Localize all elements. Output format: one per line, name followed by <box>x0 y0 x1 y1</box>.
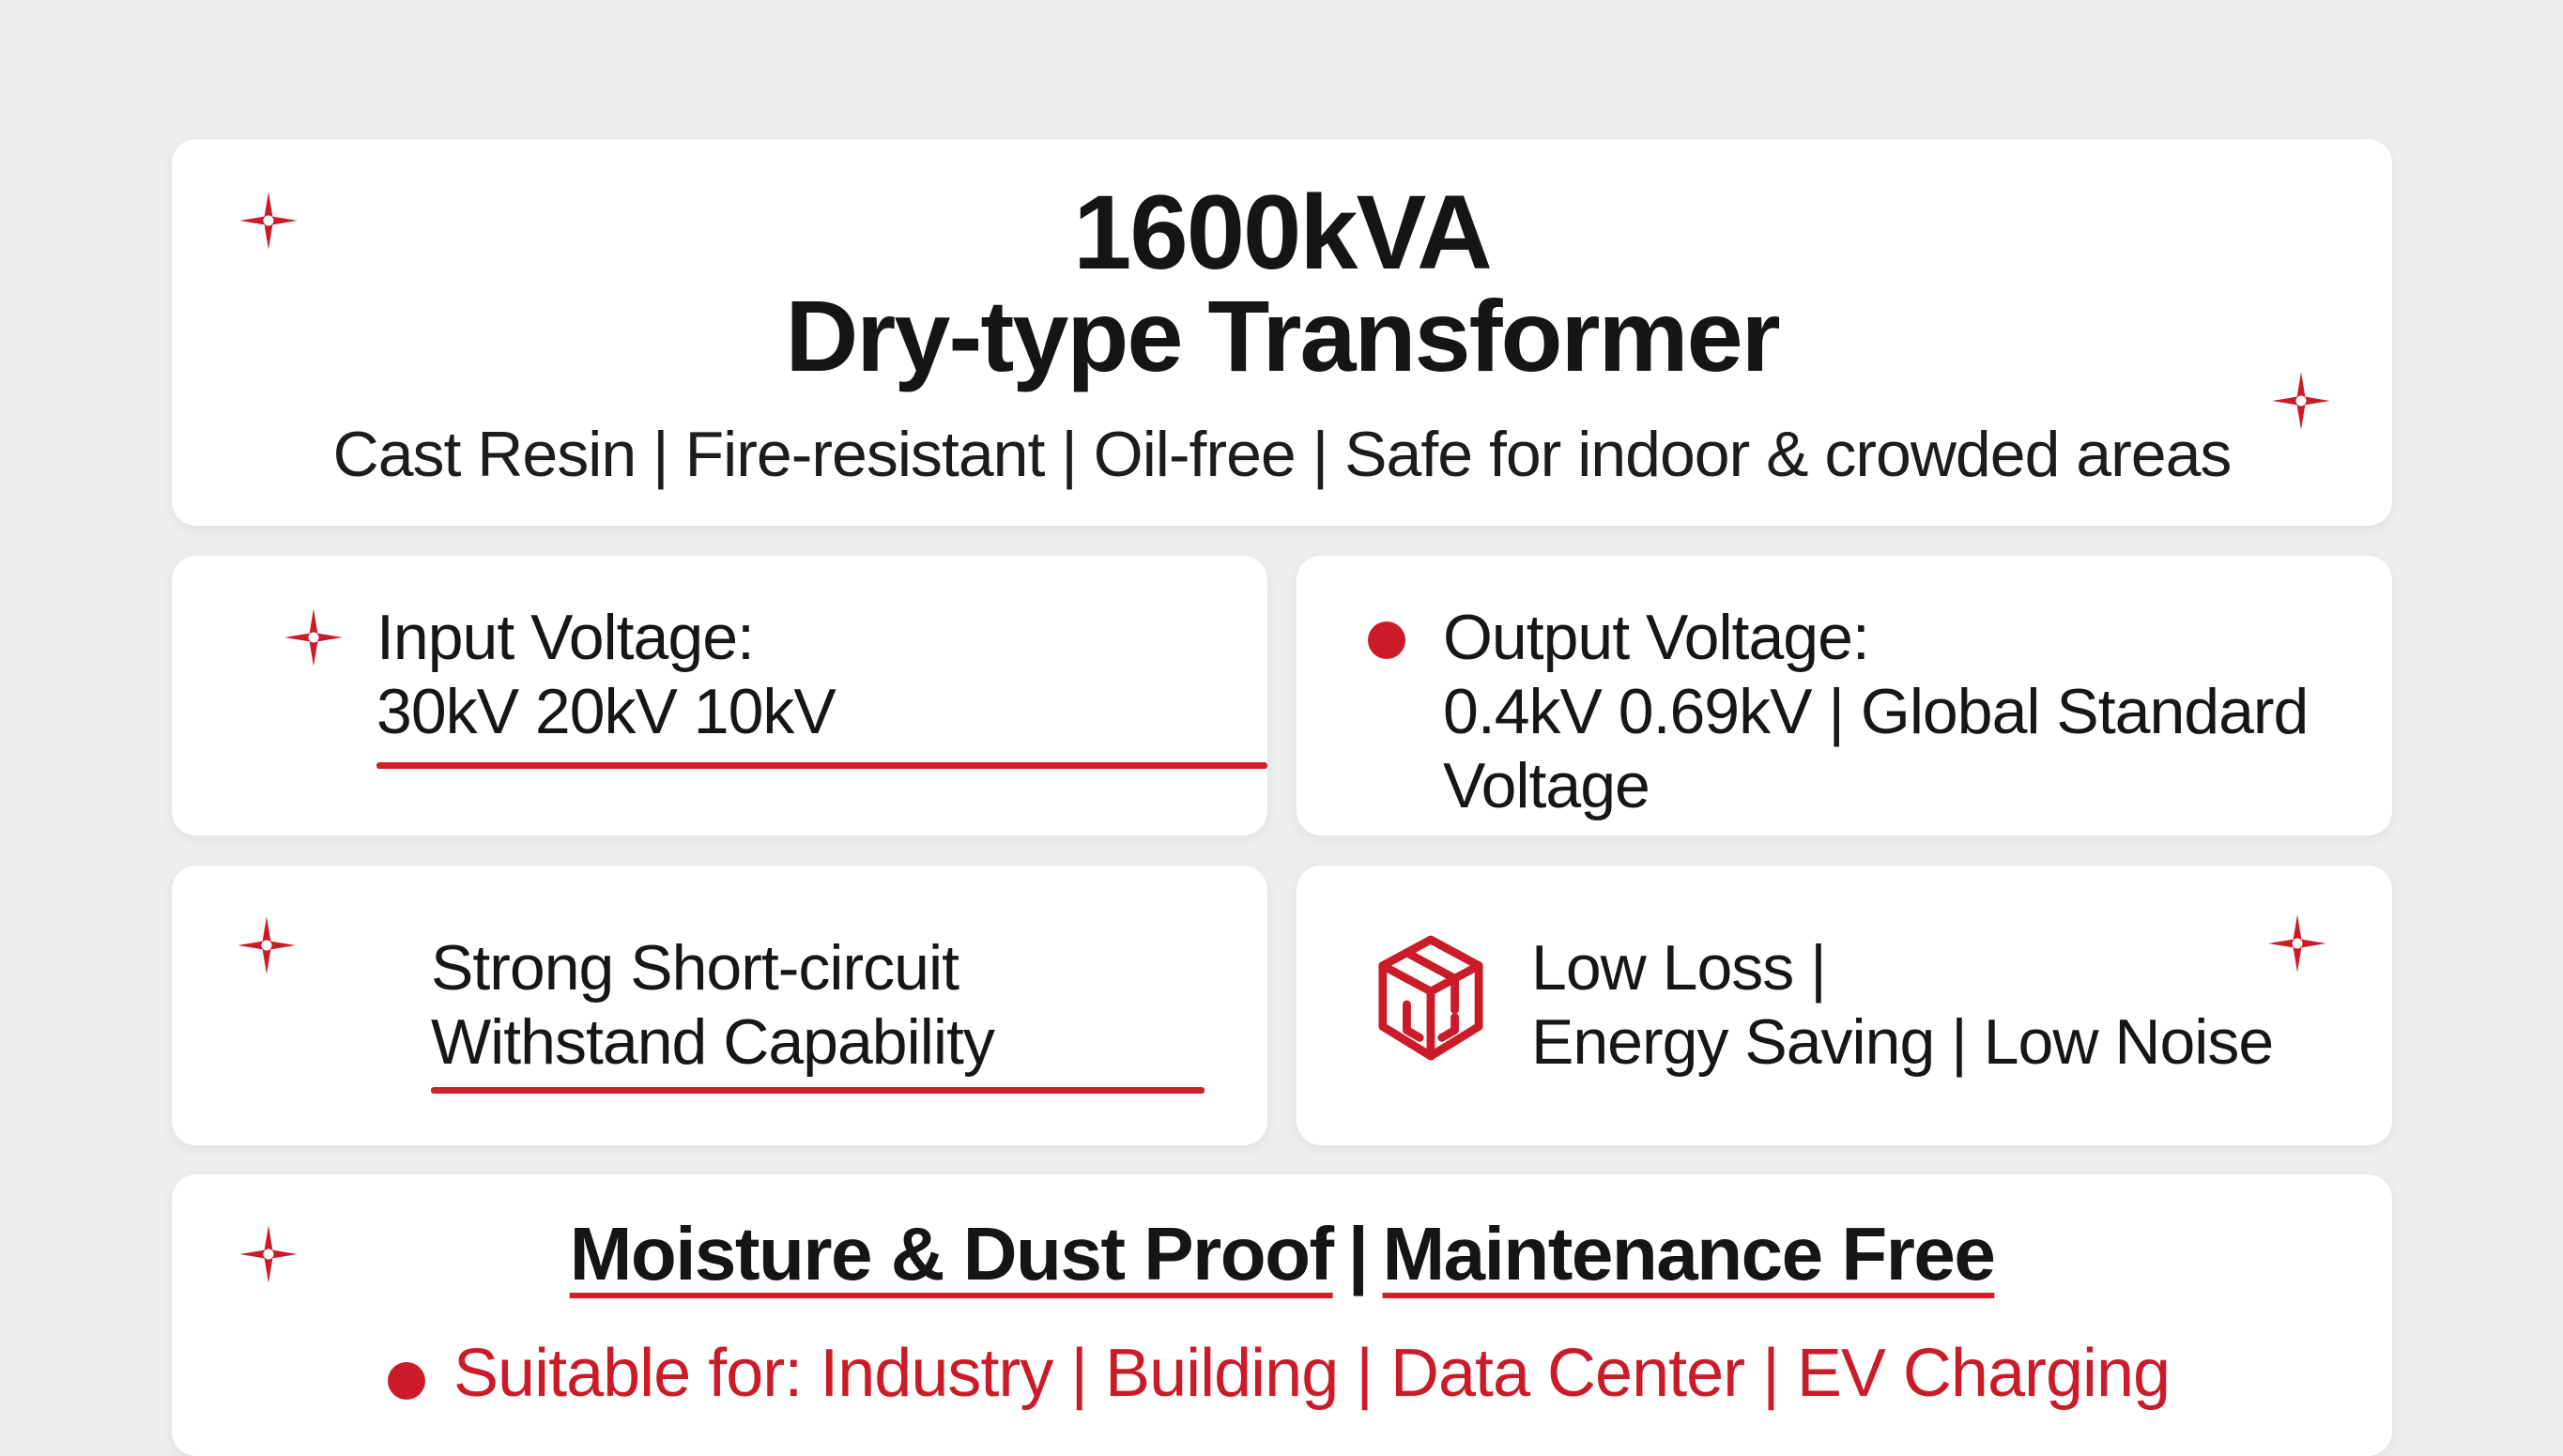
sparkle-icon <box>2270 370 2332 432</box>
output-voltage-text: Output Voltage: 0.4kV 0.69kV | Global St… <box>1443 601 2309 823</box>
low-loss-card: Low Loss | Energy Saving | Low Noise <box>1297 866 2392 1145</box>
short-circuit-line2: Withstand Capability <box>431 1006 995 1078</box>
subtitle: Cast Resin | Fire-resistant | Oil-free |… <box>332 419 2233 490</box>
page-title: 1600kVA <box>1073 174 1493 291</box>
accent-underline <box>376 762 1267 769</box>
sparkle-icon <box>283 606 345 668</box>
sparkle-icon <box>238 1223 299 1285</box>
short-circuit-line1: Strong Short-circuit <box>431 932 959 1004</box>
applications-text: Suitable for: Industry | Building | Data… <box>453 1336 2171 1411</box>
low-loss-text: Low Loss | Energy Saving | Low Noise <box>1531 931 2274 1080</box>
output-voltage-label: Output Voltage: <box>1443 602 1870 673</box>
output-voltage-values-cont: Voltage <box>1443 750 1650 821</box>
input-voltage-values: 30kV 20kV 10kV <box>376 676 836 747</box>
header-card: 1600kVA Dry-type Transformer Cast Resin … <box>172 139 2392 526</box>
bottom-features-card: Moisture & Dust Proof | Maintenance Free S… <box>172 1174 2392 1456</box>
input-voltage-text: Input Voltage: 30kV 20kV 10kV <box>376 601 836 749</box>
sparkle-icon <box>2266 912 2328 974</box>
input-voltage-label: Input Voltage: <box>376 602 755 673</box>
short-circuit-text: Strong Short-circuit Withstand Capabilit… <box>431 931 995 1080</box>
feature-moisture-dust: Moisture & Dust Proof <box>569 1212 1334 1295</box>
bullet-dot-icon <box>388 1362 425 1400</box>
output-voltage-values: 0.4kV 0.69kV | Global Standard <box>1443 676 2309 747</box>
features-headline: Moisture & Dust Proof | Maintenance Free <box>172 1212 2392 1296</box>
low-loss-line1: Low Loss | <box>1531 932 1827 1004</box>
feature-separator: | <box>1347 1212 1369 1295</box>
sparkle-icon <box>238 190 299 252</box>
sparkle-icon <box>236 914 298 976</box>
accent-underline <box>431 1087 1205 1094</box>
cube-icon <box>1375 933 1486 1065</box>
low-loss-line2: Energy Saving | Low Noise <box>1531 1006 2274 1078</box>
input-voltage-card: Input Voltage: 30kV 20kV 10kV <box>172 556 1267 835</box>
short-circuit-card: Strong Short-circuit Withstand Capabilit… <box>172 866 1267 1145</box>
bullet-dot-icon <box>1368 621 1405 659</box>
feature-maintenance: Maintenance Free <box>1382 1212 1996 1295</box>
page-title-product: Dry-type Transformer <box>785 279 1780 392</box>
output-voltage-card: Output Voltage: 0.4kV 0.69kV | Global St… <box>1297 556 2392 835</box>
